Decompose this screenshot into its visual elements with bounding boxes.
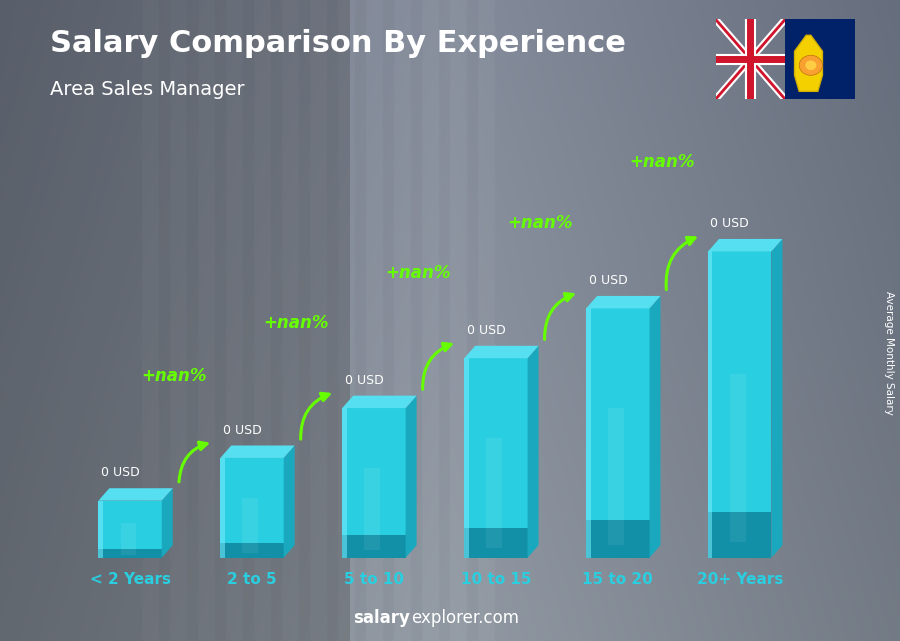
Polygon shape <box>708 239 782 251</box>
Text: +nan%: +nan% <box>385 263 451 281</box>
Bar <box>342 535 406 558</box>
Bar <box>586 308 650 520</box>
Bar <box>121 524 137 555</box>
Text: salary: salary <box>353 609 410 627</box>
Text: 0 USD: 0 USD <box>589 274 627 287</box>
Polygon shape <box>342 395 417 408</box>
Text: 0 USD: 0 USD <box>345 374 383 387</box>
Text: Average Monthly Salary: Average Monthly Salary <box>884 290 894 415</box>
Text: explorer.com: explorer.com <box>411 609 519 627</box>
Text: +nan%: +nan% <box>141 367 207 385</box>
Text: 0 USD: 0 USD <box>101 466 140 479</box>
Bar <box>708 251 713 558</box>
Text: +nan%: +nan% <box>263 313 328 331</box>
Bar <box>98 501 162 549</box>
Bar <box>708 512 771 558</box>
Text: 0 USD: 0 USD <box>710 217 749 230</box>
Text: 0 USD: 0 USD <box>222 424 262 437</box>
Bar <box>342 408 406 535</box>
Bar <box>730 374 746 542</box>
Bar <box>242 498 258 553</box>
Polygon shape <box>0 0 350 641</box>
Bar <box>220 458 284 543</box>
Bar <box>98 549 162 558</box>
Polygon shape <box>650 296 661 558</box>
Polygon shape <box>284 445 294 558</box>
Bar <box>586 308 590 558</box>
Bar <box>220 458 225 558</box>
Bar <box>342 408 346 558</box>
Bar <box>708 251 771 512</box>
Text: Area Sales Manager: Area Sales Manager <box>50 80 244 99</box>
Text: +nan%: +nan% <box>507 214 572 232</box>
Text: 0 USD: 0 USD <box>466 324 506 337</box>
Bar <box>785 19 855 99</box>
Circle shape <box>799 55 823 75</box>
Polygon shape <box>406 395 417 558</box>
Polygon shape <box>586 296 661 308</box>
Bar <box>586 520 650 558</box>
Bar <box>220 543 284 558</box>
Bar <box>98 501 103 558</box>
Polygon shape <box>527 345 538 558</box>
Polygon shape <box>220 445 294 458</box>
Circle shape <box>806 60 816 70</box>
Bar <box>464 358 527 528</box>
Bar <box>486 438 502 547</box>
Polygon shape <box>98 488 173 501</box>
Text: +nan%: +nan% <box>629 153 695 171</box>
Bar <box>464 528 527 558</box>
Polygon shape <box>464 345 538 358</box>
Polygon shape <box>162 488 173 558</box>
Bar <box>608 408 624 545</box>
Polygon shape <box>771 239 782 558</box>
Polygon shape <box>795 35 823 91</box>
Bar <box>464 358 469 558</box>
Bar <box>364 468 381 550</box>
Text: Salary Comparison By Experience: Salary Comparison By Experience <box>50 29 625 58</box>
